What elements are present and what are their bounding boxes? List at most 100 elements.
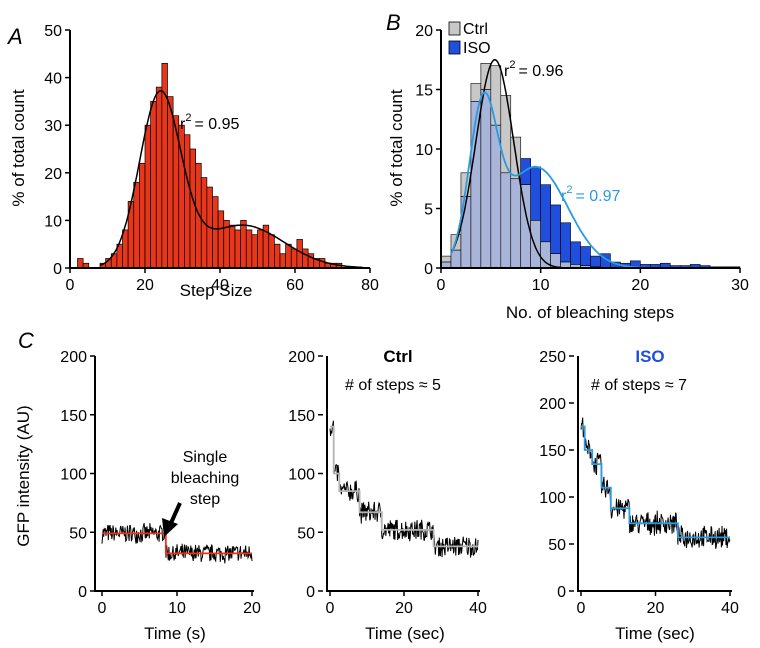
panel-letter-a: A — [6, 24, 23, 49]
panel-c3-xtick-label: 20 — [647, 600, 665, 617]
panel-b-legend: Ctrl ISO — [448, 21, 491, 57]
panel-c1-xtick-label: 20 — [243, 600, 261, 617]
step-size-bar — [150, 101, 157, 269]
panel-c3-ytick-label: 50 — [548, 537, 566, 554]
panel-b-bars — [440, 63, 741, 269]
panel-c1-annotation-line1: Single — [183, 449, 228, 466]
panel-c3-ytick-label: 200 — [539, 396, 566, 413]
iso-bar — [590, 255, 601, 268]
panel-b-ytick-label: 0 — [424, 261, 433, 278]
panel-b-xtick-label: 0 — [437, 277, 446, 294]
panel-a-ytick-label: 0 — [53, 261, 62, 278]
panel-b-ticks: 0 10 20 30 0 5 10 15 20 — [415, 23, 749, 294]
panel-c1-step-fit — [102, 532, 252, 555]
panel-c3-subtitle: # of steps ≈ 7 — [591, 377, 687, 394]
iso-bar — [550, 204, 561, 255]
panel-b-ylabel: % of total count — [387, 89, 406, 206]
panel-a-r2-label: r2 = 0.95 — [180, 112, 239, 133]
panel-c2-ytick-label: 100 — [288, 467, 315, 484]
overlap-bar — [490, 124, 502, 269]
panel-c2-ytick-label: 150 — [288, 408, 315, 425]
step-size-bar — [251, 234, 258, 269]
step-size-bar — [296, 239, 303, 269]
legend-label-iso: ISO — [463, 40, 491, 57]
panel-a-ytick-label: 50 — [44, 23, 62, 40]
legend-swatch-iso — [448, 40, 461, 55]
overlap-bar — [510, 178, 522, 269]
panel-c1-ytick-label: 50 — [69, 525, 87, 542]
legend-swatch-ctrl — [448, 21, 461, 36]
panel-b-ytick-label: 10 — [415, 142, 433, 159]
step-size-bar — [229, 224, 236, 269]
panel-c1-ytick-label: 100 — [60, 467, 87, 484]
panel-b-fit-ctrl — [450, 59, 561, 269]
panel-c3-ytick-label: 150 — [539, 443, 566, 460]
panel-b-ytick-label: 15 — [415, 83, 433, 100]
panel-c3-ytick-label: 100 — [539, 490, 566, 507]
iso-bar — [540, 184, 551, 243]
step-size-bar — [302, 248, 309, 269]
panel-c2-xtick-label: 40 — [469, 600, 487, 617]
step-size-bar — [122, 229, 129, 269]
step-size-bar — [279, 253, 286, 269]
ctrl-bar — [440, 255, 452, 263]
step-size-bar — [212, 196, 219, 269]
panel-c2-xtick-label: 20 — [395, 600, 413, 617]
panel-b-r2-iso: r2 = 0.97 — [561, 184, 620, 205]
step-size-bar — [274, 243, 281, 269]
panel-a-ytick-label: 20 — [44, 166, 62, 183]
panel-c3-ytick-label: 250 — [539, 349, 566, 366]
panel-a-ytick-label: 40 — [44, 71, 62, 88]
step-size-bar — [133, 181, 140, 269]
panel-a-xtick-label: 60 — [286, 277, 304, 294]
ctrl-bar — [470, 83, 482, 102]
panel-a-xtick-label: 80 — [361, 277, 379, 294]
panel-c2-ytick-label: 0 — [306, 584, 315, 601]
annotation-arrow — [162, 502, 182, 537]
step-size-bar — [184, 134, 191, 269]
panel-c1-ytick-label: 150 — [60, 408, 87, 425]
panel-c1-annotation-line3: step — [190, 491, 220, 508]
panel-c2-ytick-label: 200 — [288, 349, 315, 366]
panel-c3-ytick-label: 0 — [557, 584, 566, 601]
panel-c3-xtick-label: 40 — [721, 600, 739, 617]
overlap-bar — [470, 101, 482, 269]
iso-bar — [560, 222, 571, 263]
overlap-bar — [530, 220, 541, 269]
ctrl-bar — [490, 65, 502, 126]
panel-c2-subtitle: # of steps ≈ 5 — [345, 377, 441, 394]
step-size-bar — [240, 220, 247, 269]
step-size-bar — [268, 234, 275, 269]
panel-c2-step-fit — [330, 425, 478, 548]
step-size-bar — [319, 258, 326, 269]
step-size-bar — [189, 148, 196, 269]
panel-c-ylabel: GFP intensity (AU) — [14, 405, 33, 546]
panel-c1-trace — [101, 523, 253, 564]
step-size-bar — [234, 229, 241, 269]
panel-c2-xtick-label: 0 — [326, 600, 335, 617]
panel-a-bars — [77, 62, 343, 269]
step-size-bar — [144, 124, 151, 269]
panel-a-xtick-label: 40 — [211, 277, 229, 294]
ctrl-bar — [500, 95, 512, 174]
panel-b-ytick-label: 20 — [415, 23, 433, 40]
iso-bar — [580, 246, 591, 266]
panel-a: A 0 20 40 60 80 0 10 20 30 40 50 r2 = 0.95 Step Siz… — [6, 23, 379, 300]
panel-c2-xlabel: Time (sec) — [365, 624, 445, 643]
overlap-bar — [480, 89, 492, 269]
panel-c2: 0 20 40 0 50 100 150 200 Ctrl # of steps ≈ 5 Ti… — [288, 347, 487, 643]
iso-bar — [570, 241, 581, 265]
legend-label-ctrl: Ctrl — [463, 21, 488, 38]
panel-c1-annotation-line2: bleaching — [171, 470, 240, 487]
panel-a-ticks: 0 20 40 60 80 0 10 20 30 40 50 — [44, 23, 379, 294]
panel-c3-step-fit — [581, 425, 730, 539]
panel-letter-b: B — [386, 10, 401, 35]
step-size-bar — [77, 258, 84, 269]
panel-c3-axes — [577, 356, 732, 592]
step-size-bar — [245, 229, 253, 269]
panel-c3-xlabel: Time (sec) — [615, 624, 695, 643]
